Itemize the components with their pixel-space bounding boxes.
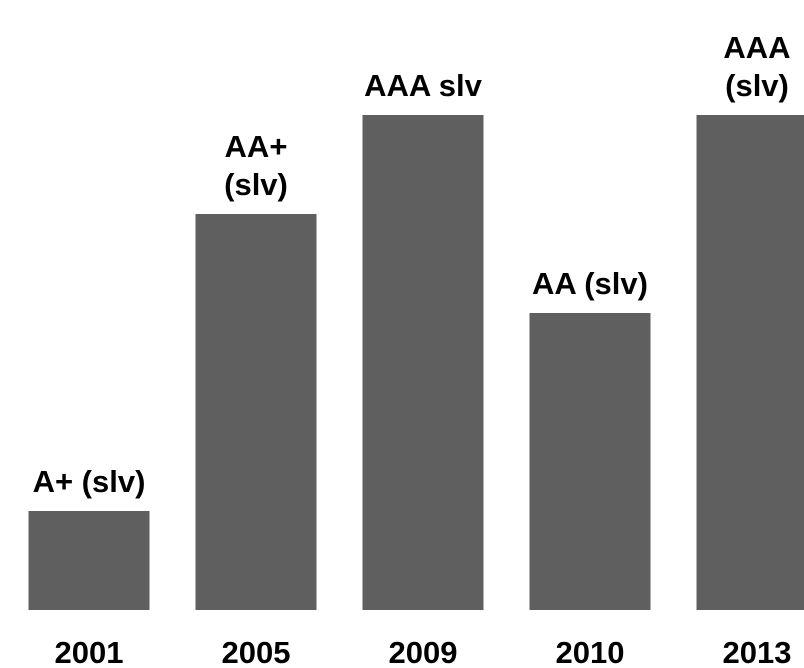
bar bbox=[28, 511, 150, 610]
bar bbox=[529, 313, 651, 610]
value-label: A+ (slv) bbox=[32, 464, 146, 499]
x-tick-label: 2001 bbox=[54, 635, 124, 668]
value-label: AA (slv) bbox=[532, 266, 648, 301]
x-tick-label: 2005 bbox=[221, 635, 291, 668]
value-label: AAA slv bbox=[364, 68, 482, 103]
bar bbox=[195, 214, 317, 610]
x-tick-label: 2010 bbox=[555, 635, 625, 668]
value-label: AA+ (slv) bbox=[224, 129, 288, 202]
x-tick-label: 2009 bbox=[388, 635, 458, 668]
bar bbox=[362, 115, 484, 610]
x-tick-label: 2013 bbox=[722, 635, 792, 668]
bar bbox=[696, 115, 804, 610]
value-label: AAA (slv) bbox=[723, 30, 791, 103]
